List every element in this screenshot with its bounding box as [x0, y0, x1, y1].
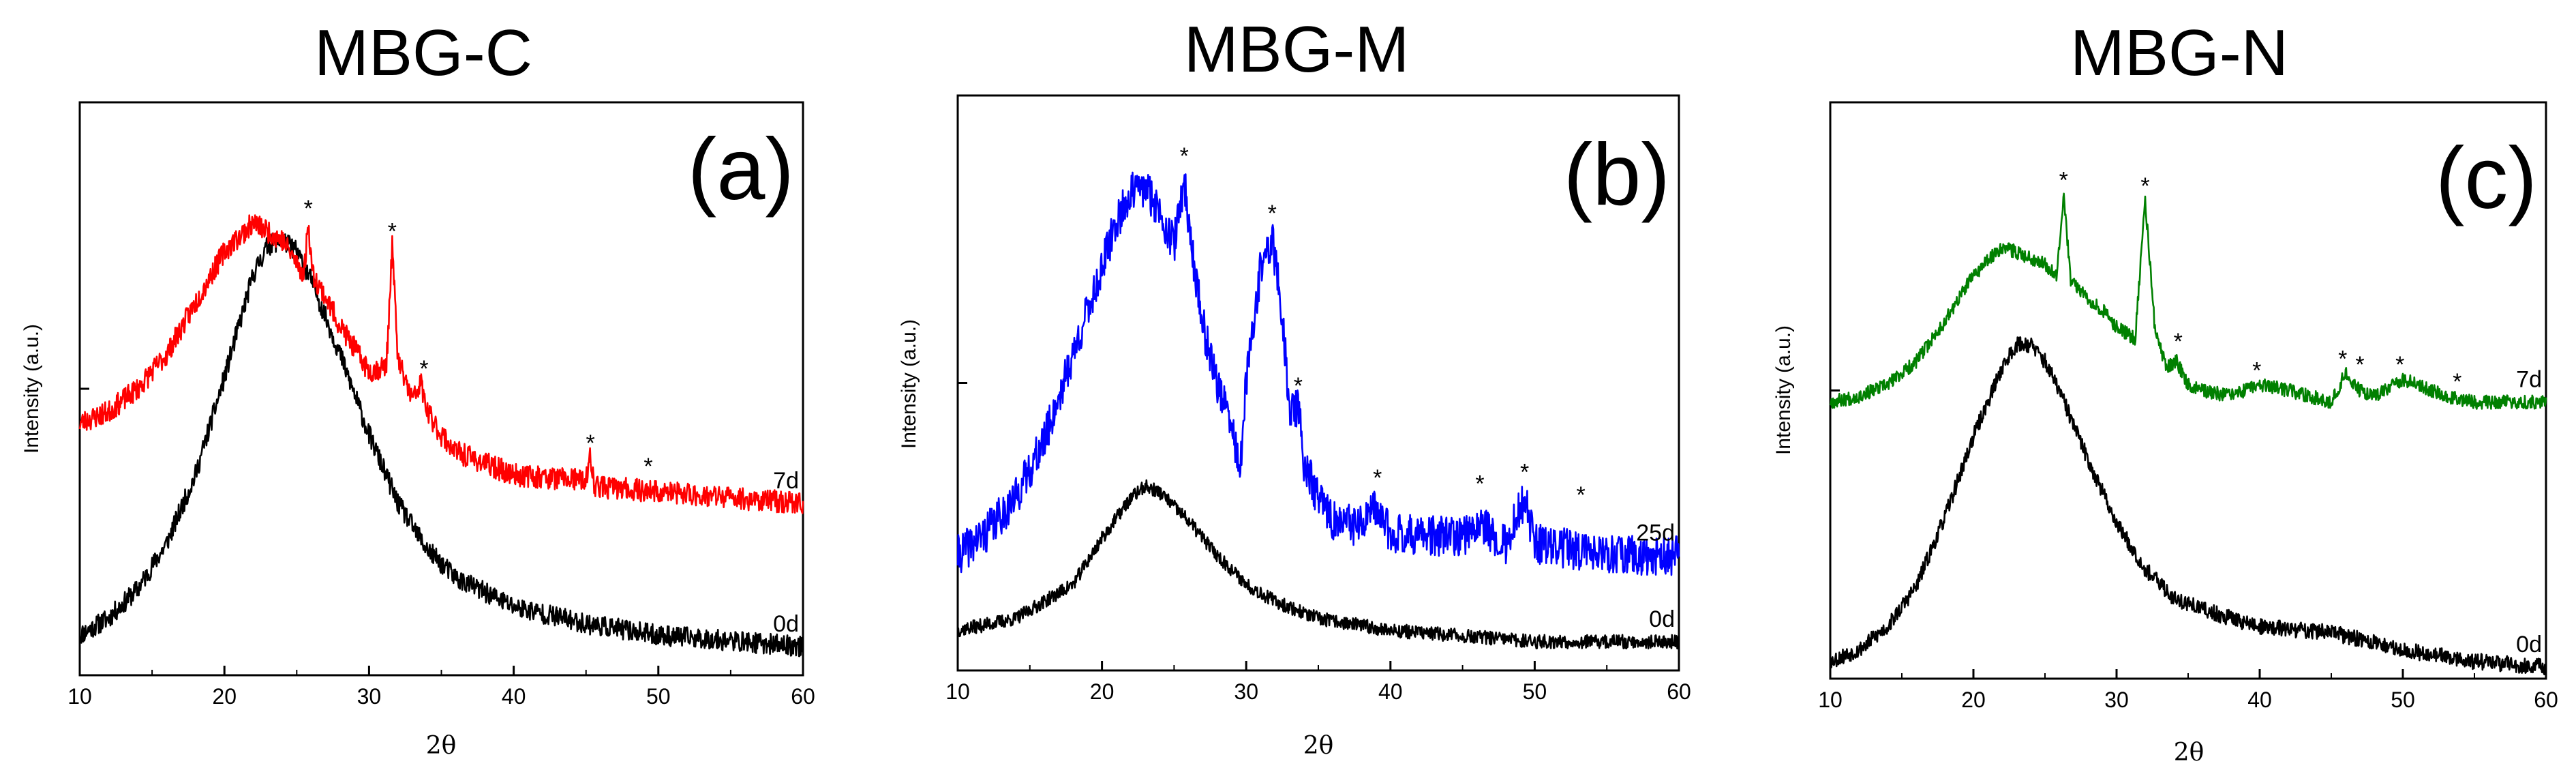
- tick-group: 10 20 30 40 50 60: [67, 101, 815, 709]
- y-axis-label: Intensity (a.u.): [898, 319, 920, 449]
- series-line-25d: [956, 171, 1680, 576]
- peak-marker: *: [2453, 369, 2461, 395]
- series-label: 7d: [773, 468, 799, 494]
- series-label: 0d: [2516, 632, 2542, 658]
- peak-marker: *: [2140, 173, 2149, 199]
- series-group: 0d 7d: [1829, 192, 2547, 676]
- peak-marker: *: [586, 430, 594, 456]
- x-tick-label: 10: [67, 684, 92, 709]
- series-group: 0d 25d: [956, 171, 1680, 650]
- x-tick-label: 50: [1523, 679, 1547, 704]
- peak-marker: *: [643, 454, 652, 479]
- series-label: 0d: [1649, 606, 1675, 632]
- series-line-0d: [956, 479, 1680, 650]
- annotation-group: * * * * * * *: [1180, 143, 1586, 508]
- x-tick-label: 60: [1667, 679, 1691, 704]
- peak-marker: *: [2338, 346, 2347, 372]
- peak-marker: *: [2059, 167, 2068, 193]
- panel-title: MBG-M: [1184, 13, 1410, 86]
- x-tick-label: 40: [2247, 688, 2272, 712]
- peak-marker: *: [2355, 352, 2364, 378]
- x-axis-label: 2θ: [426, 732, 457, 760]
- series-line-7d: [78, 214, 804, 514]
- y-axis-label: Intensity (a.u.): [1772, 325, 1795, 455]
- peak-marker: *: [1475, 471, 1484, 497]
- x-tick-label: 40: [1378, 679, 1403, 704]
- peak-marker: *: [304, 196, 313, 222]
- peak-marker: *: [1576, 482, 1585, 508]
- x-tick-label: 20: [1090, 679, 1115, 704]
- y-axis-label: Intensity (a.u.): [20, 324, 43, 454]
- x-axis-label: 2θ: [1303, 732, 1334, 760]
- x-tick-label: 30: [1234, 679, 1258, 704]
- peak-marker: *: [2174, 329, 2183, 355]
- series-line-0d: [1829, 336, 2547, 676]
- x-tick-label: 30: [2104, 688, 2129, 712]
- series-line-7d: [1829, 192, 2547, 410]
- panel-a: MBG-C (a) Intensity (a.u.) 2θ 10 20 30 40 50…: [20, 16, 815, 760]
- panel-letter: (c): [2436, 130, 2537, 227]
- series-line-0d: [78, 233, 804, 658]
- series-label: 25d: [1636, 520, 1675, 546]
- peak-marker: *: [1373, 465, 1382, 491]
- series-group: 0d 7d: [78, 214, 804, 658]
- peak-marker: *: [1294, 373, 1303, 399]
- panel-title: MBG-C: [314, 16, 532, 89]
- x-tick-label: 50: [2391, 688, 2415, 712]
- peak-marker: *: [419, 356, 428, 382]
- peak-marker: *: [2252, 357, 2261, 383]
- tick-group: 10 20 30 40 50 60: [1818, 101, 2558, 712]
- x-tick-label: 20: [1961, 688, 1986, 712]
- panel-b: MBG-M (b) Intensity (a.u.) 2θ 10 20 30 40 50…: [898, 13, 1691, 760]
- annotation-group: * * * * * * * *: [2059, 167, 2462, 395]
- peak-marker: *: [388, 218, 397, 244]
- x-tick-label: 60: [791, 684, 815, 709]
- panel-letter: (a): [688, 121, 794, 218]
- x-tick-label: 60: [2534, 688, 2558, 712]
- panel-c: MBG-N (c) Intensity (a.u.) 2θ 10 20 30 40 50…: [1772, 16, 2558, 767]
- annotation-group: * * * * *: [304, 196, 653, 479]
- peak-marker: *: [2395, 352, 2404, 378]
- x-tick-label: 50: [646, 684, 671, 709]
- peak-marker: *: [1180, 143, 1189, 169]
- peak-marker: *: [1268, 201, 1277, 226]
- tick-group: 10 20 30 40 50 60: [945, 94, 1691, 704]
- x-axis-label: 2θ: [2174, 739, 2204, 767]
- x-tick-label: 20: [212, 684, 237, 709]
- x-tick-label: 10: [945, 679, 970, 704]
- x-tick-label: 10: [1818, 688, 1843, 712]
- series-label: 0d: [773, 611, 799, 637]
- x-tick-label: 40: [502, 684, 526, 709]
- series-label: 7d: [2516, 366, 2542, 392]
- x-tick-label: 30: [357, 684, 382, 709]
- peak-marker: *: [1520, 460, 1529, 486]
- panel-letter: (b): [1564, 126, 1670, 224]
- panel-title: MBG-N: [2070, 16, 2288, 89]
